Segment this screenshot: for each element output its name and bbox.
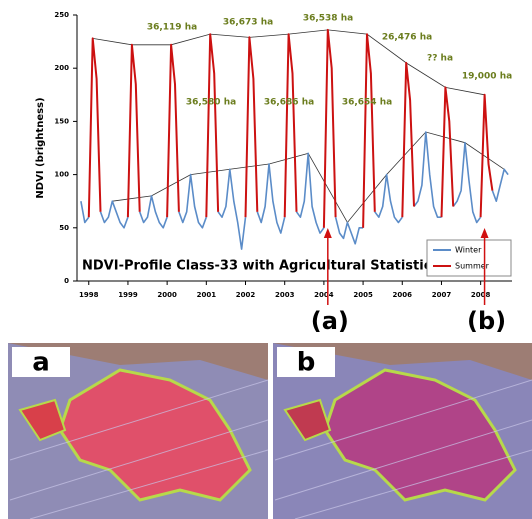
envelope-line: [112, 131, 505, 224]
x-tick-label: 1999: [118, 291, 138, 299]
area-annotation: 36,654 ha: [342, 98, 392, 108]
area-annotation: 36,119 ha: [147, 23, 197, 33]
x-tick-label: 2000: [157, 291, 177, 299]
x-tick-label: 2005: [353, 291, 373, 299]
marker-label: (a): [311, 307, 349, 335]
y-tick-label: 200: [54, 64, 69, 72]
image-panel-a: [8, 343, 269, 519]
area-annotation: 19,000 ha: [462, 72, 512, 82]
x-tick-label: 2002: [236, 291, 256, 299]
area-annotation: 36,580 ha: [186, 98, 236, 108]
legend-label: Summer: [455, 262, 490, 271]
y-tick-label: 250: [54, 11, 69, 19]
x-tick-label: 2007: [432, 291, 452, 299]
marker-arrowhead: [323, 228, 332, 238]
area-annotation: 36,686 ha: [264, 98, 314, 108]
legend-box: [426, 239, 512, 277]
y-tick-label: 50: [59, 224, 69, 232]
x-tick-label: 2004: [314, 291, 334, 299]
area-annotation: ?? ha: [427, 54, 453, 64]
x-tick-label: 2001: [197, 291, 217, 299]
x-tick-label: 1998: [79, 291, 99, 299]
marker-arrowhead: [480, 228, 489, 238]
x-tick-label: 2008: [471, 291, 491, 299]
y-tick-label: 100: [54, 171, 69, 179]
y-axis-label: NDVI (brightness): [35, 97, 46, 198]
image-label: a: [32, 348, 50, 378]
legend-label: Winter: [455, 246, 482, 255]
area-annotation: 36,673 ha: [223, 18, 273, 28]
x-tick-label: 2006: [393, 291, 413, 299]
image-panel-b: [273, 343, 532, 519]
image-label: b: [297, 348, 316, 378]
y-tick-label: 0: [64, 277, 69, 285]
x-tick-label: 2003: [275, 291, 295, 299]
area-annotation: 36,538 ha: [303, 14, 353, 24]
chart-title: NDVI-Profile Class-33 with Agricultural …: [82, 259, 439, 274]
y-tick-label: 150: [54, 117, 69, 125]
area-annotation: 26,476 ha: [382, 33, 432, 43]
series-line: [87, 28, 494, 228]
series-line: [80, 131, 509, 250]
marker-label: (b): [467, 307, 506, 335]
